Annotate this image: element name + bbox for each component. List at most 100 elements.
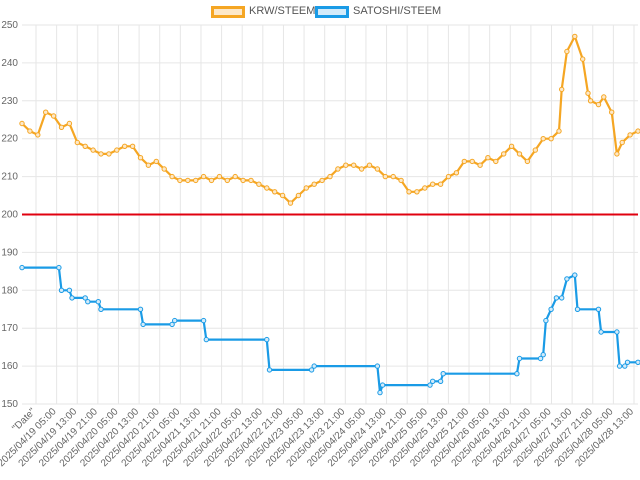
data-point-krw[interactable] bbox=[137, 155, 144, 161]
data-point-krw[interactable] bbox=[601, 94, 607, 100]
data-point-krw[interactable] bbox=[256, 181, 262, 187]
data-point-krw[interactable] bbox=[609, 109, 615, 115]
data-point-krw[interactable] bbox=[185, 177, 191, 184]
data-point-krw[interactable] bbox=[445, 173, 452, 180]
data-point-satoshi[interactable] bbox=[66, 287, 73, 293]
data-point-satoshi[interactable] bbox=[622, 363, 628, 369]
data-point-krw[interactable] bbox=[129, 143, 136, 150]
data-point-krw[interactable] bbox=[106, 151, 112, 157]
data-point-satoshi[interactable] bbox=[56, 264, 62, 271]
data-point-krw[interactable] bbox=[453, 170, 460, 176]
data-point-krw[interactable] bbox=[279, 192, 286, 199]
data-point-satoshi[interactable] bbox=[169, 321, 175, 328]
data-point-krw[interactable] bbox=[58, 124, 65, 131]
data-point-krw[interactable] bbox=[532, 147, 538, 153]
data-point-satoshi[interactable] bbox=[19, 264, 25, 271]
data-point-satoshi[interactable] bbox=[616, 363, 623, 369]
data-point-krw[interactable] bbox=[153, 158, 160, 165]
data-point-satoshi[interactable] bbox=[311, 363, 317, 369]
data-point-krw[interactable] bbox=[595, 101, 602, 108]
data-point-krw[interactable] bbox=[366, 162, 373, 168]
data-point-krw[interactable] bbox=[311, 181, 317, 187]
data-point-krw[interactable] bbox=[559, 86, 565, 93]
data-point-krw[interactable] bbox=[66, 120, 73, 127]
data-point-krw[interactable] bbox=[398, 177, 404, 184]
data-point-krw[interactable] bbox=[240, 177, 246, 184]
data-point-satoshi[interactable] bbox=[440, 371, 446, 377]
data-point-satoshi[interactable] bbox=[624, 359, 631, 365]
data-point-krw[interactable] bbox=[358, 166, 365, 172]
data-point-krw[interactable] bbox=[343, 162, 349, 168]
data-point-krw[interactable] bbox=[627, 132, 633, 138]
data-point-krw[interactable] bbox=[437, 181, 444, 187]
data-point-satoshi[interactable] bbox=[377, 389, 383, 396]
data-point-krw[interactable] bbox=[216, 173, 223, 180]
data-point-satoshi[interactable] bbox=[266, 367, 273, 373]
data-point-satoshi[interactable] bbox=[140, 321, 146, 328]
data-point-krw[interactable] bbox=[35, 132, 41, 138]
data-point-krw[interactable] bbox=[177, 177, 183, 184]
data-point-krw[interactable] bbox=[122, 143, 128, 150]
data-point-krw[interactable] bbox=[524, 158, 531, 165]
data-point-krw[interactable] bbox=[493, 158, 499, 165]
data-point-satoshi[interactable] bbox=[537, 355, 544, 362]
data-point-krw[interactable] bbox=[27, 128, 33, 134]
data-point-satoshi[interactable] bbox=[430, 378, 436, 384]
data-point-krw[interactable] bbox=[264, 185, 270, 191]
data-point-krw[interactable] bbox=[422, 185, 428, 191]
data-point-krw[interactable] bbox=[414, 189, 420, 195]
data-point-satoshi[interactable] bbox=[514, 371, 520, 377]
data-point-krw[interactable] bbox=[90, 147, 96, 153]
data-point-satoshi[interactable] bbox=[95, 299, 102, 305]
data-point-krw[interactable] bbox=[374, 166, 381, 172]
data-point-satoshi[interactable] bbox=[82, 295, 88, 301]
data-point-krw[interactable] bbox=[82, 143, 88, 150]
data-point-krw[interactable] bbox=[287, 200, 294, 206]
data-point-krw[interactable] bbox=[540, 136, 546, 142]
data-point-satoshi[interactable] bbox=[516, 355, 523, 362]
legend-label-krw[interactable]: KRW/STEEM bbox=[249, 5, 316, 17]
data-point-satoshi[interactable] bbox=[548, 306, 554, 312]
data-point-krw[interactable] bbox=[319, 177, 325, 184]
data-point-satoshi[interactable] bbox=[374, 363, 381, 369]
data-point-satoshi[interactable] bbox=[614, 329, 620, 335]
data-point-krw[interactable] bbox=[193, 177, 199, 184]
data-point-krw[interactable] bbox=[469, 158, 475, 165]
data-point-satoshi[interactable] bbox=[543, 317, 549, 324]
legend-label-satoshi[interactable]: SATOSHI/STEEM bbox=[353, 5, 442, 17]
data-point-krw[interactable] bbox=[477, 162, 483, 168]
data-point-krw[interactable] bbox=[614, 151, 620, 157]
data-point-krw[interactable] bbox=[335, 166, 341, 172]
data-point-satoshi[interactable] bbox=[379, 382, 386, 388]
data-point-satoshi[interactable] bbox=[308, 367, 315, 373]
data-point-satoshi[interactable] bbox=[559, 295, 565, 301]
data-point-satoshi[interactable] bbox=[572, 272, 578, 278]
data-point-krw[interactable] bbox=[406, 189, 412, 195]
data-point-krw[interactable] bbox=[19, 120, 25, 127]
data-point-krw[interactable] bbox=[580, 56, 586, 62]
data-point-satoshi[interactable] bbox=[264, 336, 270, 343]
data-point-satoshi[interactable] bbox=[437, 378, 444, 384]
data-point-krw[interactable] bbox=[169, 173, 175, 180]
data-point-satoshi[interactable] bbox=[635, 359, 640, 365]
data-point-krw[interactable] bbox=[208, 177, 215, 184]
data-point-satoshi[interactable] bbox=[598, 329, 604, 335]
data-point-krw[interactable] bbox=[98, 151, 104, 157]
data-point-satoshi[interactable] bbox=[427, 382, 433, 388]
data-point-krw[interactable] bbox=[485, 155, 491, 161]
data-point-krw[interactable] bbox=[461, 158, 467, 165]
data-point-satoshi[interactable] bbox=[203, 336, 210, 343]
data-point-krw[interactable] bbox=[74, 139, 81, 146]
data-point-krw[interactable] bbox=[295, 192, 302, 199]
data-point-krw[interactable] bbox=[585, 90, 591, 96]
data-point-satoshi[interactable] bbox=[58, 287, 65, 293]
data-point-krw[interactable] bbox=[564, 48, 570, 55]
data-point-satoshi[interactable] bbox=[595, 306, 602, 312]
data-point-satoshi[interactable] bbox=[564, 276, 570, 282]
data-point-krw[interactable] bbox=[43, 109, 49, 115]
data-point-krw[interactable] bbox=[200, 173, 207, 180]
data-point-krw[interactable] bbox=[224, 177, 231, 184]
data-point-satoshi[interactable] bbox=[200, 317, 207, 324]
data-point-satoshi[interactable] bbox=[540, 352, 546, 358]
data-point-krw[interactable] bbox=[619, 139, 625, 146]
